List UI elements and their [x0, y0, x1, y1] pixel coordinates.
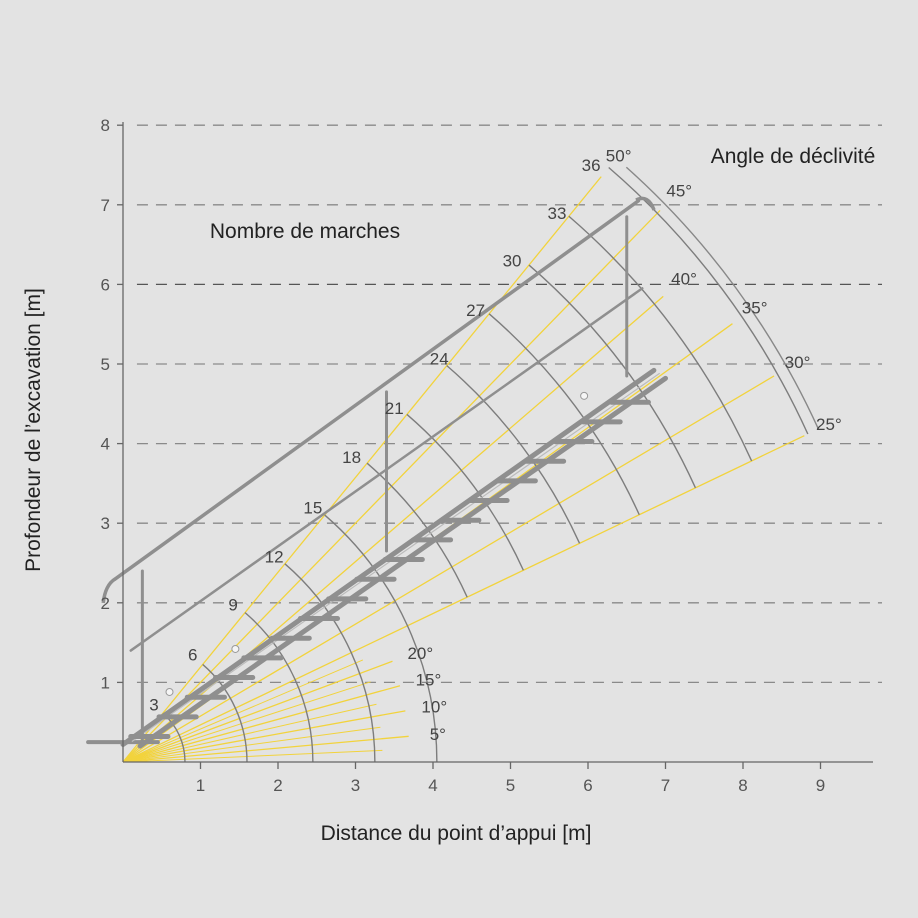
angle-label: 15° — [416, 671, 442, 690]
angle-label: 50° — [606, 146, 632, 165]
y-tick-label: 2 — [101, 594, 110, 613]
x-tick-label: 3 — [351, 776, 360, 795]
stair-bolt — [231, 644, 240, 653]
stair-illustration — [86, 196, 668, 749]
angle-ray — [122, 295, 664, 763]
angle-label: 25° — [816, 415, 842, 434]
x-tick-label: 8 — [738, 776, 747, 795]
handrail-end — [635, 196, 656, 211]
steps-title: Nombre de marches — [210, 220, 400, 243]
labels: 36912151821242730333650°45°40°35°30°25°2… — [149, 146, 841, 744]
step-count-label: 18 — [342, 448, 361, 467]
step-count-label: 36 — [582, 156, 601, 175]
step-arc — [244, 612, 314, 763]
x-tick-label: 5 — [506, 776, 515, 795]
x-axis-label: Distance du point d’appui [m] — [321, 822, 592, 845]
angle-ray — [122, 710, 406, 763]
x-tick-label: 4 — [428, 776, 437, 795]
handrail-end — [101, 577, 117, 604]
step-count-label: 30 — [503, 252, 522, 271]
angle-ray — [122, 735, 409, 763]
stair-bolt — [580, 391, 589, 400]
angle-ray-minor — [122, 726, 381, 763]
angle-ray-minor — [122, 659, 364, 763]
angle-ray — [122, 660, 393, 763]
angle-label: 5° — [430, 725, 446, 744]
angle-label: 45° — [666, 182, 692, 201]
y-tick-label: 8 — [101, 116, 110, 135]
step-count-label: 15 — [303, 498, 322, 517]
angle-rays — [122, 176, 805, 763]
step-arcs — [162, 166, 820, 763]
step-count-label: 3 — [149, 696, 158, 715]
x-tick-label: 7 — [661, 776, 670, 795]
step-count-label: 24 — [430, 349, 449, 368]
angle-ray-minor — [122, 681, 371, 763]
y-tick-label: 1 — [101, 673, 110, 692]
handrail-upper — [113, 199, 641, 581]
step-arc — [446, 365, 581, 544]
angle-ray — [122, 375, 775, 763]
step-arc — [488, 313, 640, 516]
step-count-label: 33 — [548, 204, 567, 223]
y-tick-label: 4 — [101, 435, 110, 454]
step-count-label: 6 — [188, 646, 197, 665]
y-axis-label: Profondeur de l’excavation [m] — [22, 288, 45, 572]
x-tick-label: 1 — [196, 776, 205, 795]
step-count-label: 27 — [466, 301, 485, 320]
outer-arc — [625, 166, 820, 430]
step-arc — [528, 264, 697, 489]
y-tick-label: 6 — [101, 275, 110, 294]
step-arc — [202, 663, 248, 763]
x-tick-label: 2 — [273, 776, 282, 795]
step-count-label: 21 — [385, 399, 404, 418]
grid-lines — [136, 124, 882, 684]
y-tick-label: 5 — [101, 355, 110, 374]
angle-title: Angle de déclivité — [711, 145, 876, 168]
x-tick-label: 6 — [583, 776, 592, 795]
step-count-label: 12 — [265, 548, 284, 567]
angle-label: 10° — [421, 698, 447, 717]
y-tick-label: 3 — [101, 514, 110, 533]
stair-bolt — [165, 687, 174, 696]
step-arc — [608, 166, 809, 435]
step-arc — [406, 413, 524, 571]
y-tick-label: 7 — [101, 196, 110, 215]
angle-ray — [122, 435, 805, 763]
step-arc — [284, 563, 376, 763]
x-tick-label: 9 — [816, 776, 825, 795]
step-arc — [568, 215, 753, 462]
stair-stringer — [137, 375, 668, 749]
angle-ray-minor — [122, 703, 377, 763]
angle-label: 20° — [407, 644, 433, 663]
step-count-label: 9 — [228, 595, 237, 614]
angle-ray-minor — [122, 749, 383, 763]
angle-label: 30° — [785, 353, 811, 372]
angle-label: 35° — [742, 299, 768, 318]
angle-label: 40° — [671, 269, 697, 288]
angle-ray — [122, 685, 401, 763]
step-arc — [324, 514, 438, 763]
